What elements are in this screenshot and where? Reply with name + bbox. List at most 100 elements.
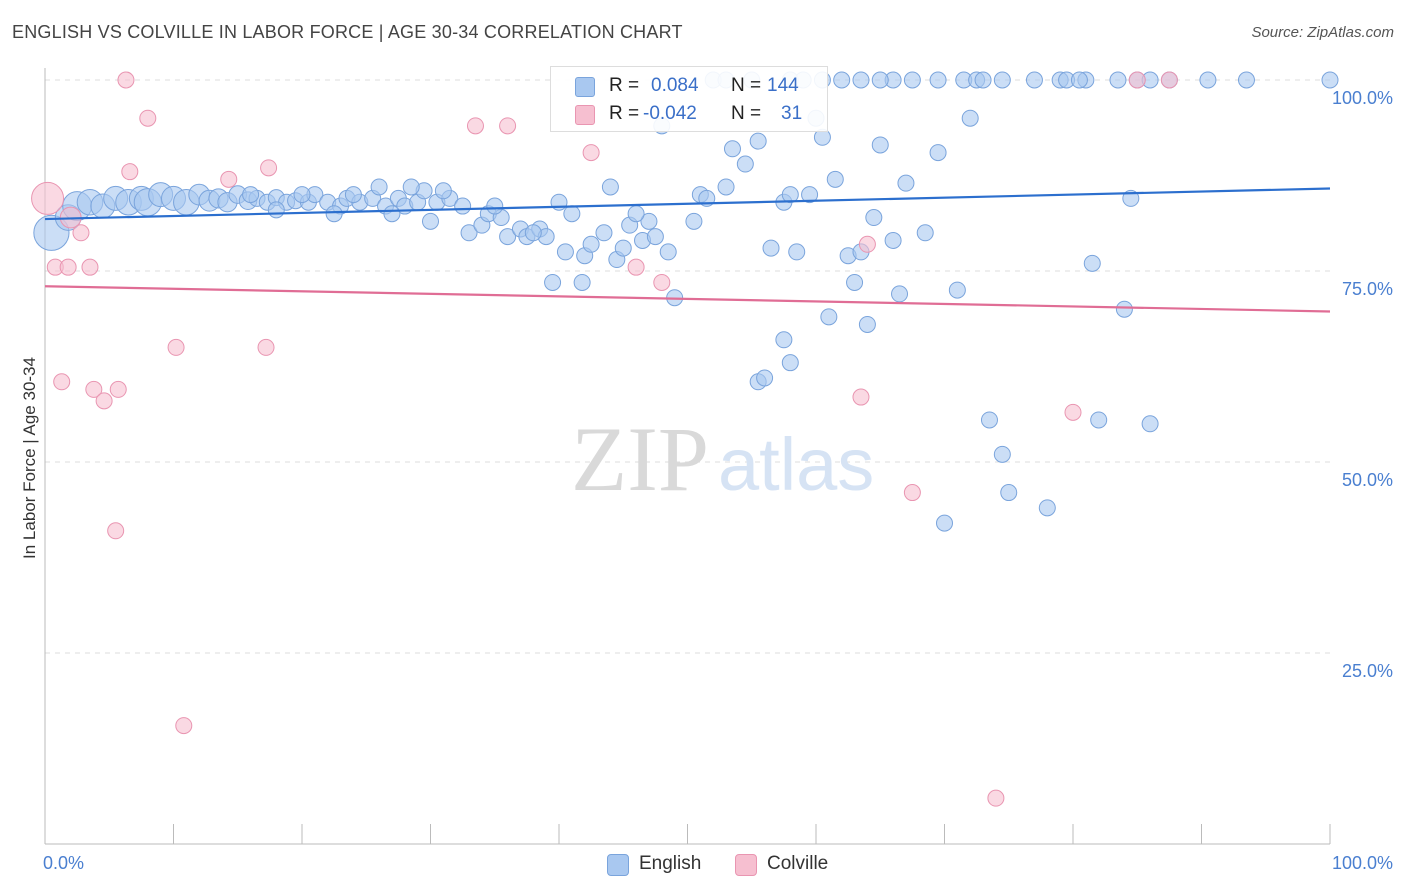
colville-point (852, 388, 870, 406)
english-point (1038, 499, 1056, 517)
english-point (563, 205, 581, 223)
english-point (736, 155, 754, 173)
english-trend-line (44, 187, 1331, 221)
english-point (1070, 71, 1088, 89)
english-point (344, 186, 362, 204)
colville-point (582, 144, 600, 162)
english-point (640, 212, 658, 230)
colville-point (1160, 71, 1178, 89)
colville-point (59, 258, 77, 276)
y-tick-label: 50.0% (1342, 470, 1393, 490)
colville-n-label: N = (731, 103, 762, 124)
english-point (614, 239, 632, 257)
colville-point (109, 380, 127, 398)
english-point (627, 205, 645, 223)
watermark: ZIP atlas (571, 408, 874, 510)
colville-r-value: -0.042 (643, 103, 697, 124)
colville-r-label: R = (609, 103, 640, 124)
english-point (524, 224, 542, 242)
english-point (884, 231, 902, 249)
english-legend-label: English (639, 853, 702, 874)
english-point (646, 228, 664, 246)
colville-point (175, 717, 193, 735)
english-point (460, 224, 478, 242)
trend-lines (44, 187, 1331, 313)
colville-point (987, 789, 1005, 807)
english-point (974, 71, 992, 89)
colville-point (257, 338, 275, 356)
colville-point (81, 258, 99, 276)
english-point (871, 71, 889, 89)
y-tick-label: 25.0% (1342, 661, 1393, 681)
x-tick-label: 100.0% (1332, 853, 1393, 873)
english-r-label: R = (609, 75, 640, 96)
english-point (961, 109, 979, 127)
english-point (871, 136, 889, 154)
english-point (801, 186, 819, 204)
english-point (781, 354, 799, 372)
english-point (1237, 71, 1255, 89)
colville-point (858, 235, 876, 253)
colville-point (31, 181, 65, 215)
english-point (601, 178, 619, 196)
colville-series (31, 71, 1178, 807)
colville-point (499, 117, 517, 135)
english-point (402, 178, 420, 196)
colville-point (1064, 403, 1082, 421)
english-point (852, 71, 870, 89)
english-point (820, 308, 838, 326)
english-point (929, 144, 947, 162)
english-point (936, 514, 953, 532)
english-series (33, 71, 1339, 532)
english-n-label: N = (731, 75, 762, 96)
colville-legend-label: Colville (767, 853, 829, 874)
english-point (891, 285, 909, 303)
colville-n-value: 31 (781, 103, 803, 124)
english-n-value: 144 (767, 75, 799, 96)
y-axis-title: In Labor Force | Age 30-34 (20, 357, 39, 559)
english-point (383, 205, 401, 223)
english-point (846, 273, 864, 291)
english-point (499, 228, 517, 246)
english-point (1141, 415, 1159, 433)
legend-row-colville: R = -0.042 N = 31 (551, 99, 827, 129)
chart-title: ENGLISH VS COLVILLE IN LABOR FORCE | AGE… (12, 22, 683, 42)
english-point (434, 182, 452, 200)
english-point (993, 445, 1011, 463)
english-point (1109, 71, 1127, 89)
english-point (1025, 71, 1043, 89)
english-r-value: 0.084 (651, 75, 699, 96)
axis-layer: 25.0% 50.0% 75.0% 100.0% 0.0% 100.0% (43, 68, 1393, 873)
colville-point (260, 159, 278, 177)
english-point (980, 411, 998, 429)
chart-source: Source: ZipAtlas.com (1251, 24, 1394, 41)
colville-point (139, 109, 157, 127)
colville-point (72, 224, 90, 242)
english-point (723, 140, 741, 158)
english-point (749, 132, 767, 150)
english-point (1115, 300, 1133, 318)
english-point (422, 212, 439, 230)
colville-legend-swatch (735, 854, 757, 876)
colville-point (167, 338, 185, 356)
colville-point (1128, 71, 1146, 89)
english-point (1321, 71, 1339, 89)
colville-point (466, 117, 484, 135)
english-point (1199, 71, 1217, 89)
english-point (325, 205, 343, 223)
english-point (582, 235, 600, 253)
english-point (242, 186, 260, 204)
english-point (775, 331, 793, 349)
english-point (903, 71, 921, 89)
colville-point (121, 163, 139, 181)
english-point (897, 174, 915, 192)
english-point (948, 281, 966, 299)
english-point (1083, 254, 1101, 272)
colville-point (903, 484, 921, 502)
english-point (916, 224, 934, 242)
colville-point (627, 258, 645, 276)
english-point (1000, 484, 1018, 502)
english-point (486, 197, 504, 215)
colville-swatch (575, 105, 595, 125)
english-point (595, 224, 613, 242)
